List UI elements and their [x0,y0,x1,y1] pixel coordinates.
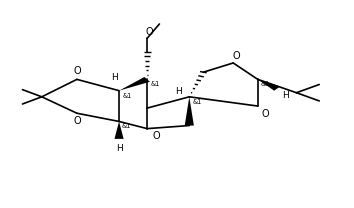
Text: H: H [175,87,182,95]
Text: O: O [261,109,269,119]
Text: &1: &1 [122,93,132,99]
Polygon shape [185,97,194,126]
Text: O: O [153,131,160,141]
Text: &1: &1 [261,81,270,87]
Text: &1: &1 [151,81,160,87]
Text: H: H [112,73,118,82]
Text: O: O [232,51,240,61]
Text: O: O [145,27,153,37]
Text: O: O [73,116,81,126]
Polygon shape [258,79,280,91]
Text: O: O [73,66,81,76]
Polygon shape [114,121,124,139]
Polygon shape [119,77,150,91]
Text: &1: &1 [122,124,131,130]
Text: H: H [282,91,289,100]
Text: &1: &1 [193,99,202,105]
Text: H: H [116,144,122,153]
